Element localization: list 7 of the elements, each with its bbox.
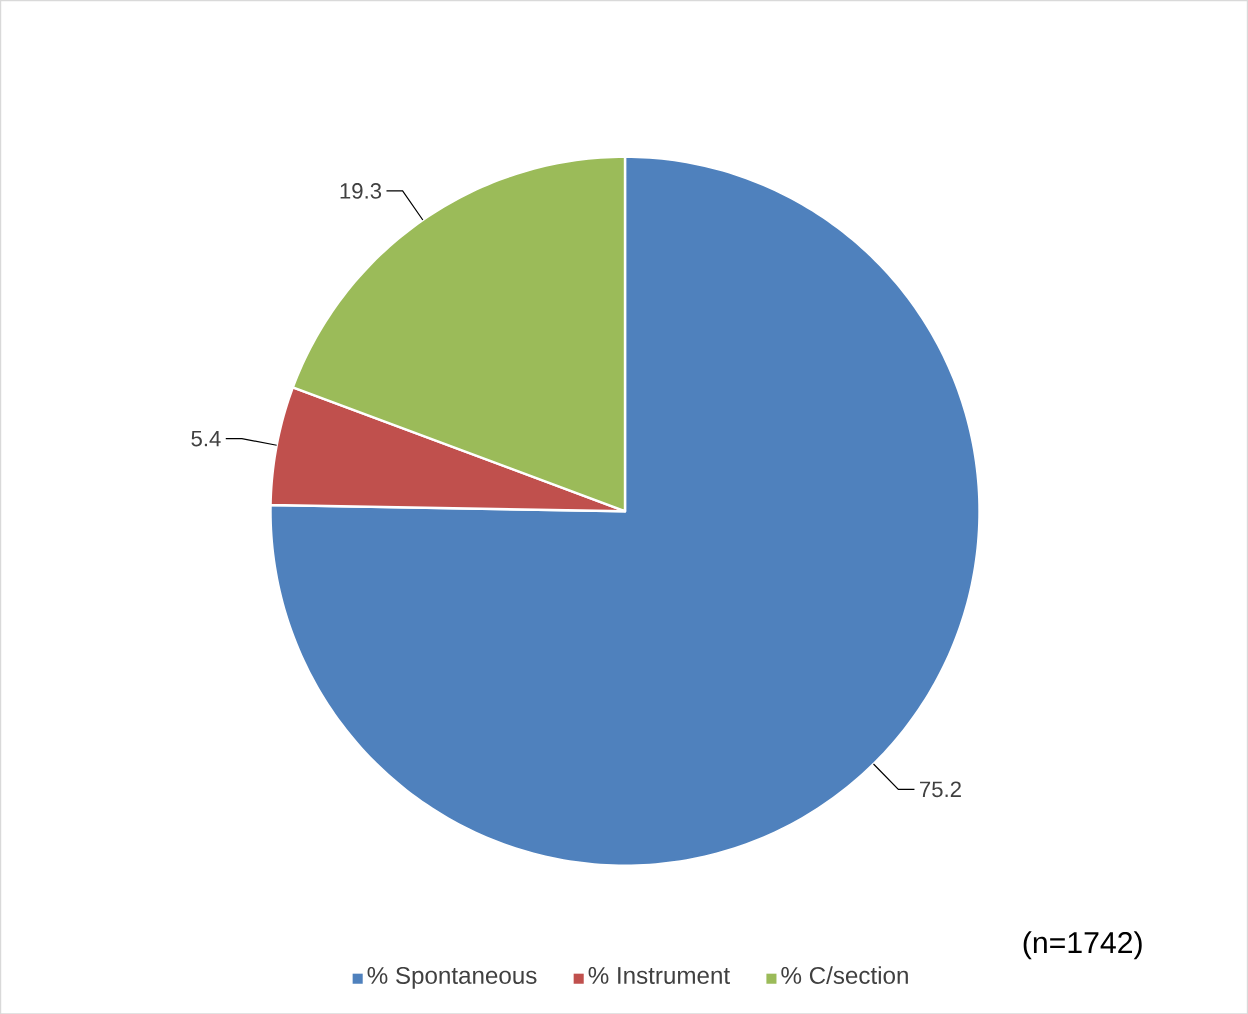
data-label: 5.4 — [191, 430, 221, 447]
data-label: 19.3 — [340, 182, 382, 199]
legend-label: % Instrument — [588, 966, 730, 984]
text: (n=1742) — [1023, 931, 1142, 960]
legend-label: % Spontaneous — [367, 966, 537, 989]
legend-label: % C/section — [781, 966, 908, 984]
data-label: 75.2 — [920, 781, 961, 797]
